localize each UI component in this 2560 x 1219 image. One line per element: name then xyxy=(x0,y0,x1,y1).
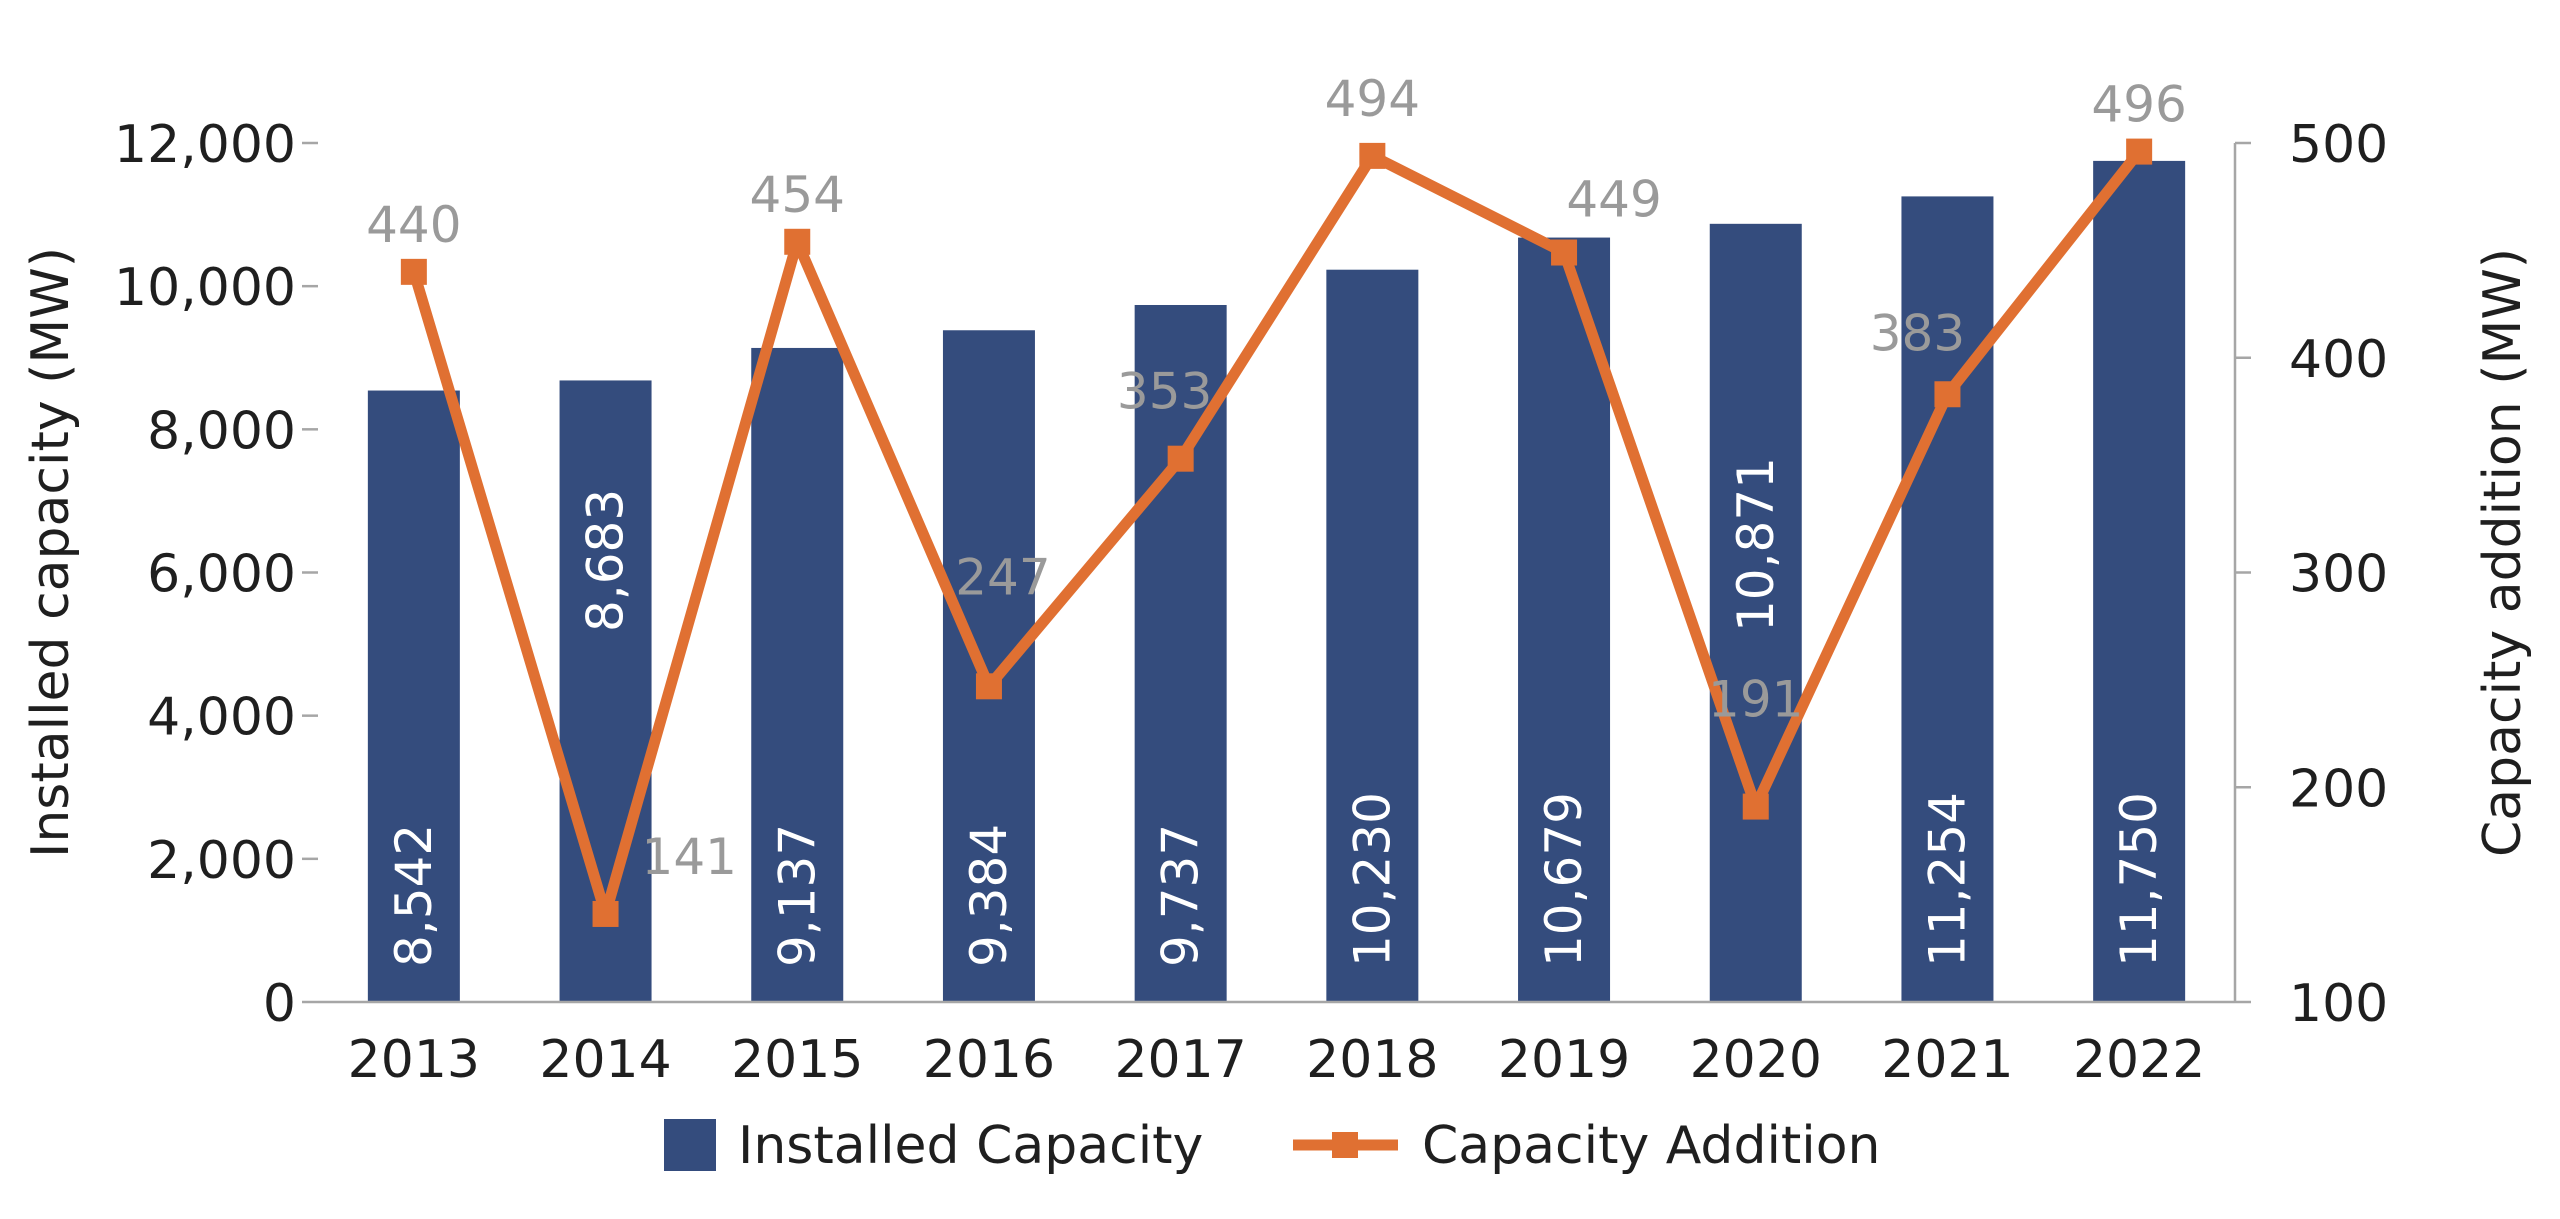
right-y-tick-label: 200 xyxy=(2289,759,2388,819)
bar-value-label-2021: 11,254 xyxy=(1918,792,1976,967)
x-axis: 2013 2014 2015 2016 2017 2018 2019 2020 2021 2022 xyxy=(348,1030,2206,1090)
bar-value-label-2018: 10,230 xyxy=(1343,792,1401,967)
x-tick-label-2016: 2016 xyxy=(923,1030,1055,1090)
line-marker-2019 xyxy=(1551,239,1578,266)
bar-labels-layer: 8,542 8,683 9,137 9,384 9,737 10,230 10,679 10,… xyxy=(385,457,2168,967)
bar-value-label-2022: 11,750 xyxy=(2110,792,2168,967)
bar-value-label-2019: 10,679 xyxy=(1535,792,1593,967)
markers-layer xyxy=(400,138,2153,927)
x-tick-label-2013: 2013 xyxy=(348,1030,480,1090)
x-tick-label-2018: 2018 xyxy=(1306,1030,1438,1090)
legend-swatch-installed-capacity xyxy=(664,1119,716,1171)
right-y-tick-label: 400 xyxy=(2289,330,2388,390)
line-value-label-2021: 383 xyxy=(1870,304,1965,362)
bar-value-label-2015: 9,137 xyxy=(768,824,826,967)
line-marker-2015 xyxy=(784,228,811,255)
line-marker-2020 xyxy=(1742,793,1769,820)
bar-2013 xyxy=(367,390,460,1002)
line-marker-2021 xyxy=(1934,381,1961,408)
bar-2022 xyxy=(2093,160,2186,1003)
left-y-tick-label: 4,000 xyxy=(147,688,296,748)
bar-value-label-2020: 10,871 xyxy=(1727,457,1785,632)
line-value-label-2020: 191 xyxy=(1708,671,1803,729)
line-marker-2016 xyxy=(975,673,1002,700)
line-layer xyxy=(408,146,2145,920)
axes-layer: 0 2,000 4,000 6,000 8,000 10,000 12,000 100 200… xyxy=(21,115,2533,1090)
x-tick-label-2015: 2015 xyxy=(731,1030,863,1090)
bar-value-label-2017: 9,737 xyxy=(1152,824,1210,967)
point-labels-layer: 440 141 454 247 353 494 449 191 383 496 xyxy=(366,70,2187,886)
line-value-label-2018: 494 xyxy=(1325,70,1420,128)
right-y-axis: 100 200 300 400 500 xyxy=(2235,115,2388,1034)
line-marker-2022 xyxy=(2126,138,2153,165)
right-y-tick-label: 100 xyxy=(2289,974,2388,1034)
x-tick-label-2022: 2022 xyxy=(2073,1030,2205,1090)
line-value-label-2013: 440 xyxy=(366,196,461,254)
line-marker-2014 xyxy=(592,900,619,927)
bar-2019 xyxy=(1518,237,1611,1002)
capacity-addition-line xyxy=(408,146,2145,920)
x-tick-label-2019: 2019 xyxy=(1498,1030,1630,1090)
right-y-axis-title: Capacity addition (MW) xyxy=(2473,248,2533,857)
left-y-tick-label: 2,000 xyxy=(147,831,296,891)
right-y-tick-label: 300 xyxy=(2289,545,2388,605)
line-marker-2017 xyxy=(1167,445,1194,472)
left-y-tick-label: 0 xyxy=(263,974,296,1034)
right-y-tick-label: 500 xyxy=(2289,115,2388,175)
line-marker-2018 xyxy=(1359,142,1386,169)
bar-2021 xyxy=(1901,196,1994,1002)
line-value-label-2016: 247 xyxy=(955,548,1050,606)
line-value-label-2019: 449 xyxy=(1566,171,1661,229)
bar-value-label-2016: 9,384 xyxy=(960,824,1018,967)
bar-value-label-2014: 8,683 xyxy=(577,489,635,632)
x-tick-label-2020: 2020 xyxy=(1690,1030,1822,1090)
bar-2017 xyxy=(1134,304,1227,1003)
bar-2020 xyxy=(1709,223,1802,1003)
line-value-label-2022: 496 xyxy=(2091,76,2186,134)
left-y-axis-title: Installed capacity (MW) xyxy=(21,247,81,858)
left-y-tick-label: 6,000 xyxy=(147,545,296,605)
x-tick-label-2017: 2017 xyxy=(1114,1030,1246,1090)
x-tick-label-2021: 2021 xyxy=(1881,1030,2013,1090)
bar-2015 xyxy=(751,347,844,1002)
bar-value-label-2013: 8,542 xyxy=(385,824,443,967)
bar-2016 xyxy=(942,330,1035,1003)
line-value-label-2017: 353 xyxy=(1117,363,1212,421)
x-tick-label-2014: 2014 xyxy=(539,1030,671,1090)
left-y-tick-label: 12,000 xyxy=(114,115,296,175)
left-y-axis: 0 2,000 4,000 6,000 8,000 10,000 12,000 xyxy=(114,115,318,1034)
legend-label-installed-capacity: Installed Capacity xyxy=(738,1116,1203,1176)
bars-layer xyxy=(367,160,2186,1003)
bar-2018 xyxy=(1326,269,1419,1002)
legend-label-capacity-addition: Capacity Addition xyxy=(1422,1116,1881,1176)
left-y-tick-label: 10,000 xyxy=(114,258,296,318)
line-value-label-2014: 141 xyxy=(642,828,737,886)
left-y-tick-label: 8,000 xyxy=(147,401,296,461)
line-marker-2013 xyxy=(400,258,427,285)
line-value-label-2015: 454 xyxy=(750,166,845,224)
legend-swatch-capacity-addition-marker xyxy=(1332,1132,1358,1158)
legend: Installed Capacity Capacity Addition xyxy=(664,1116,1881,1176)
